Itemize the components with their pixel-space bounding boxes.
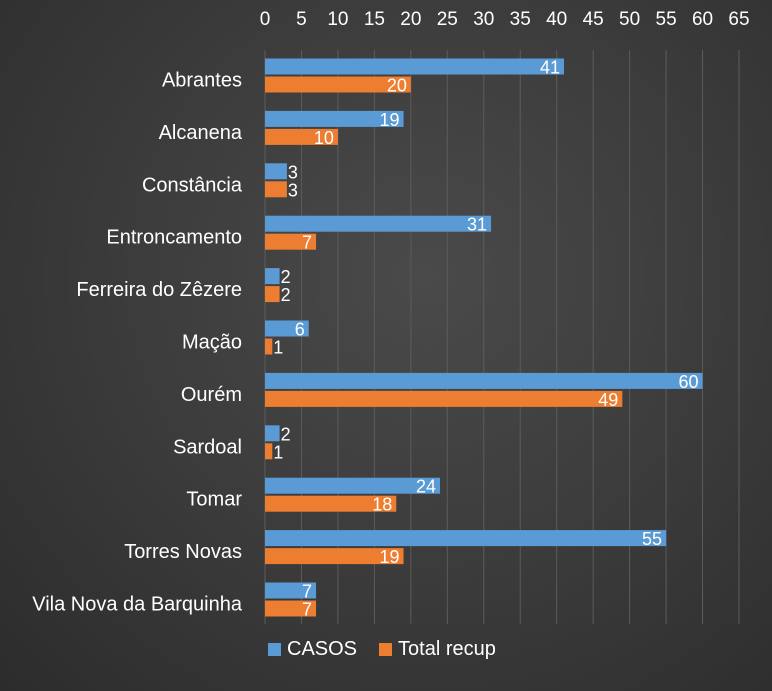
bar-total-recup (265, 181, 287, 198)
data-label: 2 (281, 424, 291, 444)
legend-item-casos: CASOS (268, 638, 357, 661)
bar-total-recup (265, 338, 273, 355)
x-tick-label: 15 (364, 9, 385, 30)
bar-total-recup (265, 548, 404, 565)
legend-item-total-recup: Total recup (379, 638, 496, 661)
bar-casos (265, 58, 564, 75)
x-tick-label: 60 (692, 9, 713, 30)
x-tick-label: 65 (728, 9, 749, 30)
legend-label-casos: CASOS (287, 638, 358, 660)
legend-swatch-total-recup (379, 643, 393, 656)
legend-label-total-recup: Total recup (398, 638, 496, 660)
data-label: 41 (540, 58, 560, 78)
category-labels: Abrantes Alcanena Constância Entroncamento F… (32, 70, 243, 616)
bar-total-recup (265, 233, 317, 250)
data-label: 1 (273, 338, 283, 358)
x-tick-label: 5 (296, 9, 307, 30)
data-label: 10 (314, 128, 334, 148)
category-label: Torres Novas (124, 541, 242, 563)
bar-casos (265, 372, 703, 389)
category-label: Tomar (186, 489, 242, 511)
category-label: Vila Nova da Barquinha (32, 594, 243, 616)
bar-total-recup (265, 390, 623, 407)
data-label: 2 (281, 267, 291, 287)
x-tick-label: 35 (510, 9, 531, 30)
data-label: 7 (302, 233, 312, 253)
bar-total-recup (265, 495, 397, 512)
data-label: 24 (416, 477, 436, 497)
x-tick-label: 55 (656, 9, 677, 30)
x-axis-ticks: 0 5 10 15 20 25 30 35 40 45 50 55 60 65 (260, 9, 750, 30)
data-label: 6 (295, 320, 305, 340)
x-tick-label: 30 (473, 9, 494, 30)
x-tick-label: 10 (327, 9, 348, 30)
bar-casos (265, 530, 667, 547)
legend-swatch-casos (268, 643, 281, 656)
data-label: 2 (281, 285, 291, 305)
bar-casos (265, 215, 492, 232)
bar-casos (265, 425, 280, 442)
x-tick-label: 0 (260, 9, 271, 30)
bar-total-recup (265, 286, 280, 303)
bar-casos (265, 582, 317, 599)
data-label: 20 (387, 76, 407, 96)
data-label: 18 (372, 495, 392, 515)
data-label: 7 (302, 582, 312, 602)
category-label: Sardoal (173, 436, 242, 458)
data-label: 3 (288, 162, 298, 182)
legend: CASOS Total recup (268, 638, 496, 661)
data-label: 3 (288, 180, 298, 200)
category-label: Abrantes (162, 70, 242, 92)
x-tick-label: 25 (437, 9, 458, 30)
bar-total-recup (265, 600, 317, 617)
bar-casos (265, 320, 309, 337)
data-label: 60 (679, 372, 699, 392)
category-label: Ferreira do Zêzere (76, 279, 242, 301)
bar-total-recup (265, 76, 411, 93)
x-tick-label: 45 (583, 9, 604, 30)
category-label: Alcanena (159, 122, 243, 144)
data-label: 31 (467, 215, 487, 235)
bar-casos (265, 110, 404, 127)
bars (265, 58, 703, 617)
bar-casos (265, 163, 287, 180)
category-label: Ourém (181, 384, 242, 406)
bar-total-recup (265, 443, 273, 460)
data-label: 1 (273, 442, 283, 462)
category-label: Entroncamento (106, 227, 242, 249)
bar-casos (265, 477, 441, 494)
bar-casos (265, 268, 280, 285)
category-label: Mação (182, 332, 242, 354)
data-label: 19 (380, 110, 400, 130)
x-tick-label: 40 (546, 9, 567, 30)
data-label: 49 (598, 390, 618, 410)
category-label: Constância (142, 174, 243, 196)
gridlines (264, 50, 740, 624)
data-label: 19 (380, 547, 400, 567)
data-label: 7 (302, 600, 312, 620)
bar-total-recup (265, 128, 338, 145)
data-label: 55 (642, 529, 662, 549)
x-tick-label: 20 (400, 9, 421, 30)
x-tick-label: 50 (619, 9, 640, 30)
